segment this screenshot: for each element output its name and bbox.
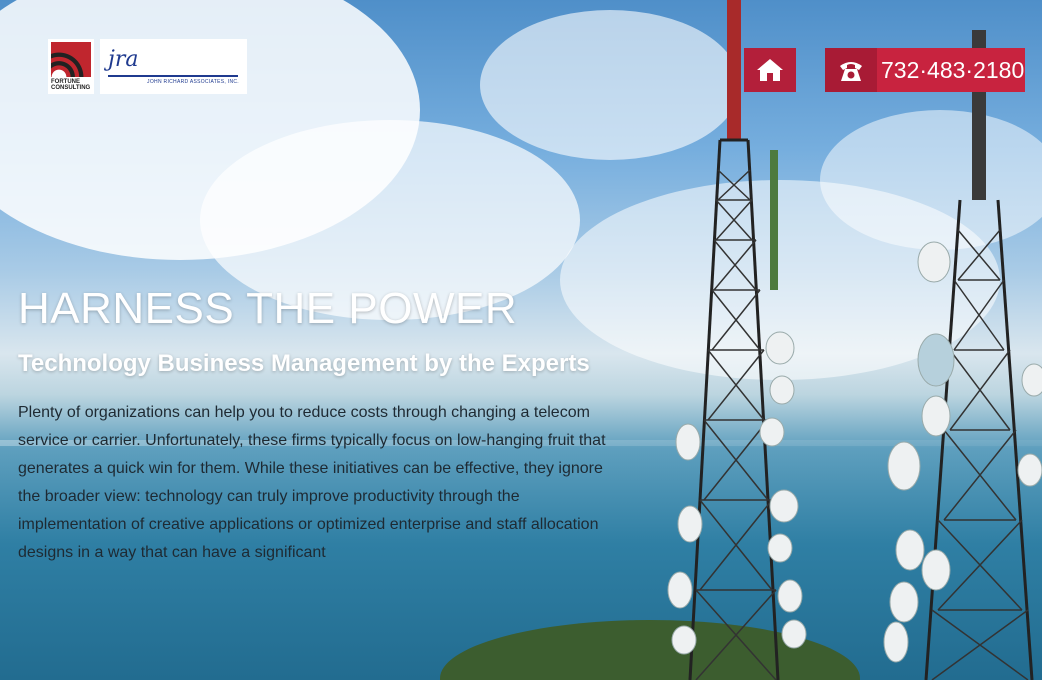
fortune-consulting-logo[interactable]: FORTUNE CONSULTING [48,39,94,94]
cloud [820,110,1042,250]
jra-logo-text: JOHN RICHARD ASSOCIATES, INC. [147,78,239,85]
phone-number[interactable]: 732·483·2180 [881,56,1025,83]
hero-body-text: Plenty of organizations can help you to … [18,404,606,561]
cell-tower-left [667,0,807,680]
cell-tower-right [883,30,1042,680]
home-icon [757,59,783,81]
jra-logo[interactable]: jra JOHN RICHARD ASSOCIATES, INC. [100,39,247,94]
phone-icon-cell [825,48,877,92]
fortune-mark-icon [51,42,91,77]
home-button[interactable] [744,48,796,92]
jra-logo-rule [108,74,238,77]
partner-logos: FORTUNE CONSULTING jra JOHN RICHARD ASSO… [48,39,247,94]
phone-button[interactable]: 732·483·2180 [825,48,1025,92]
hero-headline: HARNESS THE POWER [18,284,518,333]
fortune-logo-text: FORTUNE CONSULTING [51,79,91,91]
jra-mark: jra [108,46,139,72]
horizon [0,440,1042,446]
telephone-icon [840,62,862,81]
cloud [200,120,580,320]
cloud [480,10,740,160]
hero-subheadline: Technology Business Management by the Ex… [18,350,590,377]
